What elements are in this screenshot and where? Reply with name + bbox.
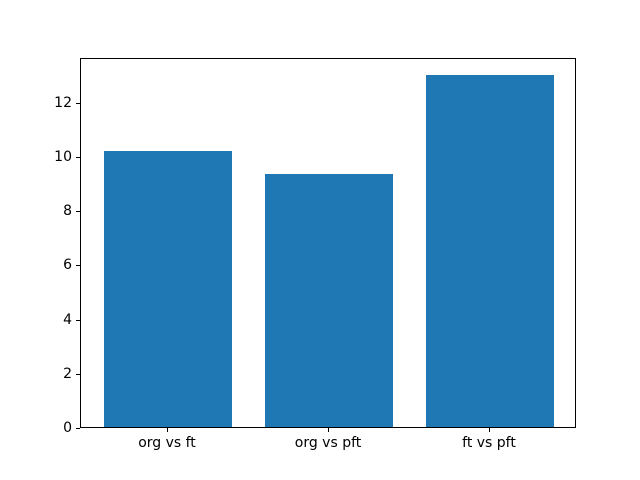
x-tick-mark [489, 428, 490, 432]
x-tick-mark [167, 428, 168, 432]
y-tick-label: 0 [63, 420, 72, 436]
bar-ft-vs-pft [425, 74, 555, 427]
y-tick-label: 10 [54, 148, 72, 165]
bar-org-vs-ft [103, 150, 233, 427]
bar-org-vs-pft [264, 173, 394, 427]
y-tick-label: 4 [63, 311, 72, 328]
y-tick-mark [76, 156, 80, 158]
plot-area [80, 58, 576, 428]
x-tick-label: org vs pft [294, 435, 362, 451]
y-tick-mark [76, 102, 80, 104]
y-tick-label: 12 [54, 94, 72, 111]
y-tick-mark [76, 319, 80, 321]
y-tick-mark [76, 265, 80, 267]
x-tick-mark [328, 428, 329, 432]
x-tick-label: org vs ft [138, 435, 196, 451]
y-tick-mark [76, 373, 80, 375]
x-tick-label: ft vs pft [462, 435, 516, 451]
y-tick-label: 2 [63, 365, 72, 382]
y-tick-label: 8 [63, 203, 72, 220]
y-tick-mark [76, 211, 80, 213]
y-tick-mark [76, 428, 80, 429]
y-tick-label: 6 [63, 257, 72, 274]
